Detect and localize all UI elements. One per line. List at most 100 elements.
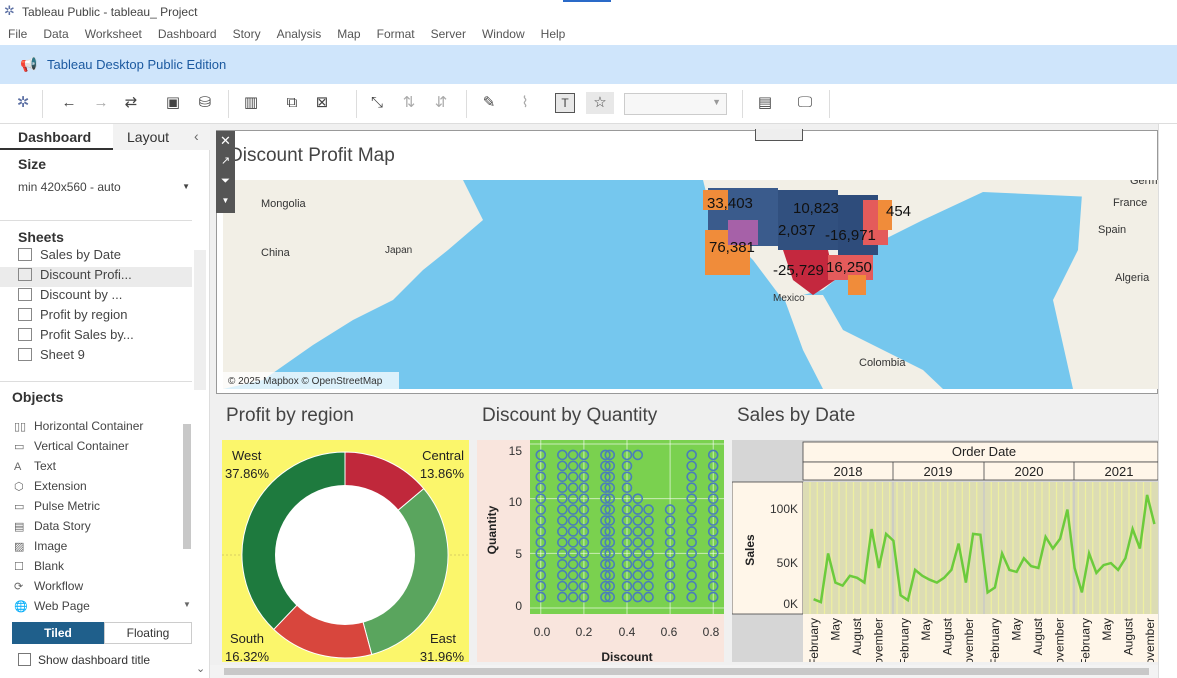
sheet-item[interactable]: Sales by Date	[18, 247, 121, 267]
scatter-point[interactable]	[707, 537, 719, 548]
scatter-point[interactable]	[664, 558, 676, 570]
scatter-point[interactable]	[604, 515, 616, 526]
scatter-point[interactable]	[686, 449, 697, 461]
scatter-point[interactable]	[707, 449, 719, 461]
scatter-point[interactable]	[567, 515, 579, 526]
scatter-point[interactable]	[604, 471, 616, 483]
swap-icon[interactable]: ⇄	[124, 94, 138, 111]
scatter-point[interactable]	[567, 526, 579, 537]
profit-region-chart[interactable]: West 37.86% Central 13.86% East 31.96% S…	[222, 440, 469, 662]
sheet-item[interactable]: Sheet 9	[18, 347, 85, 367]
object-text[interactable]: A Text	[14, 459, 57, 473]
scatter-point[interactable]	[535, 537, 547, 548]
object-blank[interactable]: ☐ Blank	[14, 559, 65, 573]
sales-series-line[interactable]	[813, 494, 1156, 604]
scatter-point[interactable]	[567, 537, 579, 548]
scatter-point[interactable]	[578, 591, 590, 603]
scatter-point[interactable]	[578, 569, 590, 581]
scatter-point[interactable]	[557, 580, 568, 592]
scatter-point[interactable]	[664, 580, 676, 592]
duplicate-sheet-icon[interactable]: ⧉	[286, 94, 298, 111]
scatter-point[interactable]	[567, 504, 579, 515]
menu-story[interactable]: Story	[232, 27, 261, 41]
scatter-point[interactable]	[632, 493, 644, 504]
scatter-point[interactable]	[604, 580, 616, 592]
object-web-page[interactable]: 🌐 Web Page	[14, 599, 90, 613]
scatter-point[interactable]	[707, 526, 719, 537]
scatter-point[interactable]	[621, 591, 633, 603]
sort-descending-icon[interactable]: ⇵	[434, 94, 448, 111]
horizontal-scrollbar[interactable]	[210, 665, 1158, 678]
fit-dropdown[interactable]: ▼	[624, 93, 727, 115]
scatter-point[interactable]	[557, 493, 568, 504]
scroll-down-icon[interactable]: ▼	[183, 600, 191, 609]
clear-sheet-icon[interactable]: ⊠	[315, 94, 329, 111]
scatter-point[interactable]	[600, 482, 611, 494]
scatter-point[interactable]	[621, 558, 633, 570]
size-dropdown[interactable]: min 420x560 - auto ▼	[18, 180, 192, 200]
chevron-down-icon[interactable]: ⌄	[196, 663, 206, 675]
scatter-point[interactable]	[686, 515, 697, 526]
scatter-point[interactable]	[604, 460, 616, 472]
scatter-point[interactable]	[557, 449, 568, 461]
scatter-point[interactable]	[686, 537, 697, 548]
sheet-item[interactable]: Discount by ...	[18, 287, 122, 307]
scatter-point[interactable]	[664, 569, 676, 581]
object-data-story[interactable]: ▤ Data Story	[14, 519, 91, 533]
menu-dashboard[interactable]: Dashboard	[157, 27, 217, 41]
scatter-point[interactable]	[600, 526, 611, 537]
scatter-point[interactable]	[535, 504, 547, 515]
scatter-point[interactable]	[600, 569, 611, 581]
new-worksheet-icon[interactable]: ▥	[243, 94, 259, 111]
menu-file[interactable]: File	[8, 27, 28, 41]
menu-format[interactable]: Format	[376, 27, 415, 41]
scatter-point[interactable]	[578, 537, 590, 548]
scatter-point[interactable]	[557, 558, 568, 570]
scatter-point[interactable]	[578, 504, 590, 515]
scatter-point[interactable]	[686, 504, 697, 515]
map-panel[interactable]: Discount Profit Map 33,403 10,823 454 2,…	[216, 129, 1158, 394]
scatter-point[interactable]	[707, 548, 719, 559]
menu-analysis[interactable]: Analysis	[276, 27, 322, 41]
scatter-point[interactable]	[578, 515, 590, 526]
tab-dashboard[interactable]: Dashboard	[0, 124, 113, 150]
object-pulse-metric[interactable]: ▭ Pulse Metric	[14, 499, 101, 513]
scatter-point[interactable]	[621, 537, 633, 548]
sheet-item[interactable]: Discount Profi...	[0, 267, 192, 287]
scatter-point[interactable]	[535, 515, 547, 526]
objects-scrollbar[interactable]	[183, 424, 191, 549]
scatter-point[interactable]	[600, 591, 611, 603]
drag-handle-icon[interactable]	[755, 129, 803, 141]
menu-help[interactable]: Help	[540, 27, 566, 41]
undo-icon[interactable]: ←	[61, 94, 77, 111]
scatter-point[interactable]	[557, 526, 568, 537]
scatter-point[interactable]	[632, 580, 644, 592]
scatter-point[interactable]	[686, 548, 697, 559]
scatter-point[interactable]	[604, 537, 616, 548]
scatter-point[interactable]	[632, 515, 644, 526]
presentation-mode-icon[interactable]: 🖵	[797, 94, 813, 111]
state-mark[interactable]	[703, 190, 728, 210]
scatter-point[interactable]	[557, 537, 568, 548]
scatter-point[interactable]	[707, 482, 719, 494]
scatter-point[interactable]	[664, 537, 676, 548]
scatter-point[interactable]	[535, 460, 547, 472]
scatter-point[interactable]	[686, 591, 697, 603]
scatter-point[interactable]	[600, 548, 611, 559]
object-workflow[interactable]: ⟳ Workflow	[14, 579, 84, 593]
scatter-point[interactable]	[535, 580, 547, 592]
show-cards-icon[interactable]: ▤	[757, 94, 773, 111]
filter-icon[interactable]: ⏷	[221, 175, 230, 187]
menu-worksheet[interactable]: Worksheet	[84, 27, 142, 41]
redo-icon[interactable]: →	[93, 94, 109, 111]
scatter-point[interactable]	[600, 537, 611, 548]
scatter-point[interactable]	[643, 569, 654, 581]
scatter-point[interactable]	[535, 493, 547, 504]
collapse-pane-icon[interactable]: ‹	[194, 128, 199, 144]
scatter-point[interactable]	[600, 580, 611, 592]
scatter-point[interactable]	[707, 460, 719, 472]
scatter-point[interactable]	[686, 493, 697, 504]
scatter-point[interactable]	[632, 558, 644, 570]
scatter-point[interactable]	[707, 591, 719, 603]
open-sheet-icon[interactable]: ↗	[220, 155, 231, 167]
